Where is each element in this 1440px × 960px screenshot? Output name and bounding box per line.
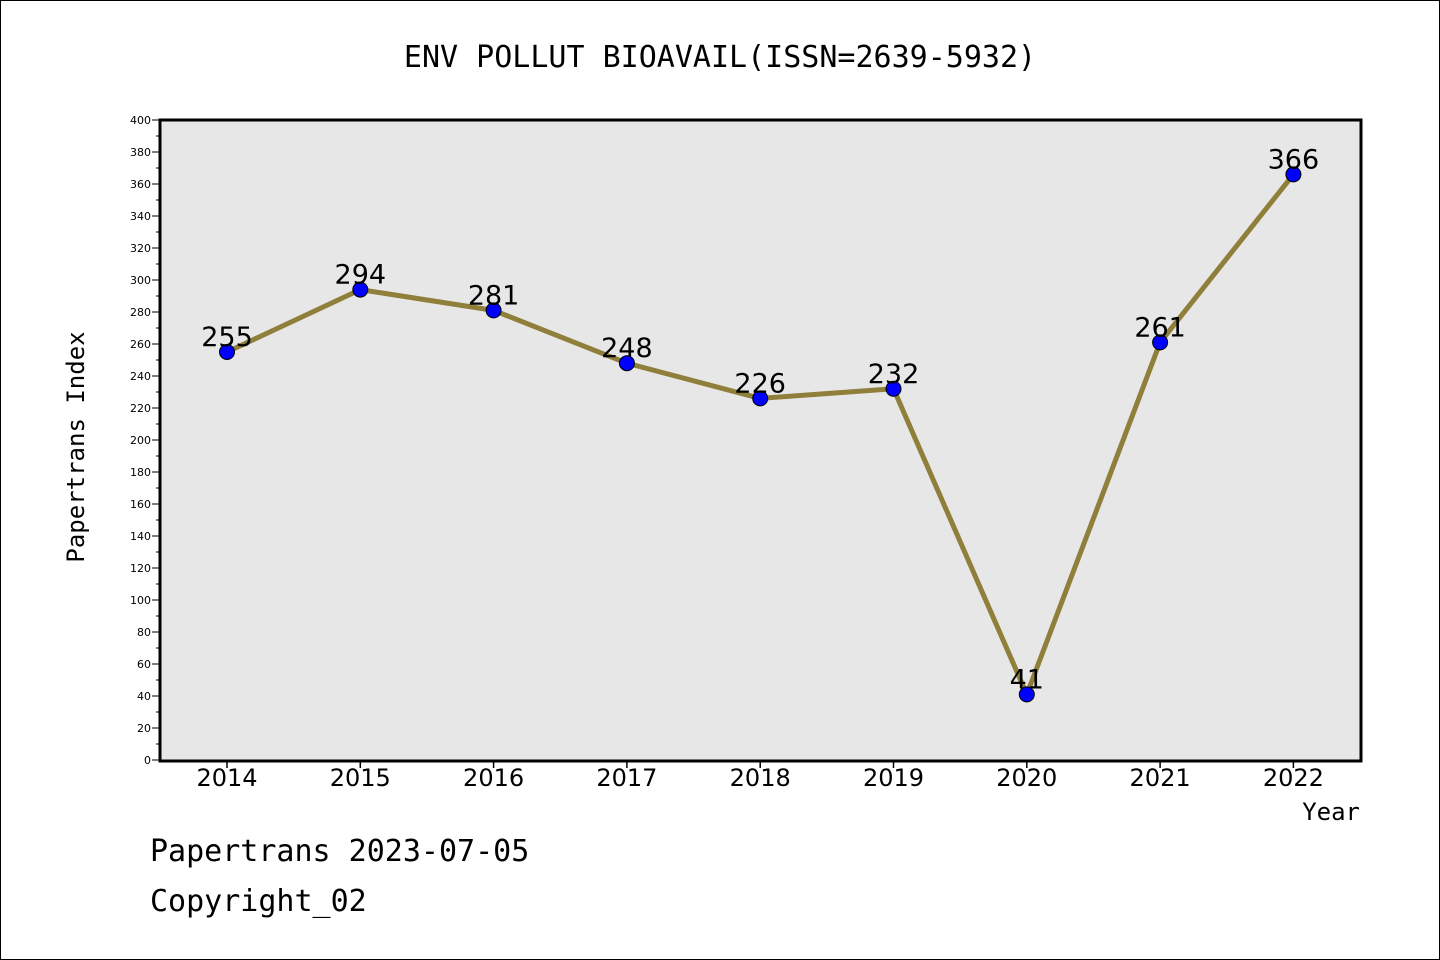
- plot-area: [160, 120, 1361, 761]
- data-label: 226: [734, 368, 786, 399]
- x-tick-label: 2017: [596, 764, 657, 792]
- x-tick-label: 2020: [996, 764, 1057, 792]
- data-labels-group: 255 294 281 248 226 232 41 261 366: [201, 144, 1319, 695]
- y-tick-label: 60: [137, 658, 151, 671]
- y-tick-label: 280: [130, 306, 151, 319]
- data-point-marker: [1018, 686, 1035, 703]
- y-tick-label: 80: [137, 626, 151, 639]
- data-point-marker: [219, 344, 235, 360]
- data-point-marker: [752, 390, 769, 407]
- y-tick-label: 120: [130, 562, 151, 575]
- data-label: 232: [868, 359, 920, 390]
- y-tick-label: 360: [130, 178, 151, 191]
- data-label: 366: [1268, 144, 1320, 175]
- y-axis-label: Papertrans Index: [62, 331, 90, 562]
- y-tick-label: 0: [144, 754, 151, 767]
- data-point-marker: [618, 355, 635, 372]
- x-tick-label: 2016: [463, 764, 524, 792]
- data-point-marker: [352, 281, 369, 298]
- data-label: 41: [1010, 664, 1044, 695]
- y-tick-label: 260: [130, 338, 151, 351]
- plot-border: [158, 118, 1363, 763]
- x-tick-label: 2015: [330, 764, 391, 792]
- y-tick-label: 40: [137, 690, 151, 703]
- data-label: 261: [1134, 312, 1186, 343]
- y-tick-label: 100: [130, 594, 151, 607]
- y-tick-label: 20: [137, 722, 151, 735]
- x-tick-label: 2018: [730, 764, 791, 792]
- y-axis: 0 20 40 60 80 100 120 140 160 180 200 220 240 260 280 3…: [130, 114, 160, 767]
- x-tick-label: 2021: [1130, 764, 1191, 792]
- y-tick-label: 300: [130, 274, 151, 287]
- data-label: 294: [335, 260, 387, 291]
- y-tick-label: 380: [130, 146, 151, 159]
- y-tick-label: 400: [130, 114, 151, 127]
- series-line-group: [219, 166, 1302, 703]
- data-point-marker: [1152, 334, 1169, 351]
- data-label: 281: [468, 280, 520, 311]
- data-point-marker: [485, 302, 502, 319]
- x-axis: 2014 2015 2016 2017 2018 2019 2020 2021 2022: [196, 760, 1324, 792]
- footer-copyright: Copyright_02: [150, 884, 367, 919]
- data-point-marker: [1285, 166, 1302, 183]
- x-tick-label: 2014: [196, 764, 257, 792]
- x-axis-label: Year: [1302, 798, 1360, 826]
- data-label: 255: [201, 322, 253, 353]
- y-tick-label: 140: [130, 530, 151, 543]
- data-point-marker: [885, 380, 902, 397]
- y-tick-label: 160: [130, 498, 151, 511]
- x-tick-label: 2019: [863, 764, 924, 792]
- x-tick-label: 2022: [1263, 764, 1324, 792]
- y-tick-label: 240: [130, 370, 151, 383]
- data-label: 248: [601, 333, 653, 364]
- y-tick-label: 200: [130, 434, 151, 447]
- chart-title: ENV POLLUT BIOAVAIL(ISSN=2639-5932): [404, 40, 1036, 75]
- y-tick-label: 180: [130, 466, 151, 479]
- footer-date: Papertrans 2023-07-05: [150, 834, 530, 869]
- y-tick-label: 340: [130, 210, 151, 223]
- y-tick-label: 220: [130, 402, 151, 415]
- y-tick-label: 320: [130, 242, 151, 255]
